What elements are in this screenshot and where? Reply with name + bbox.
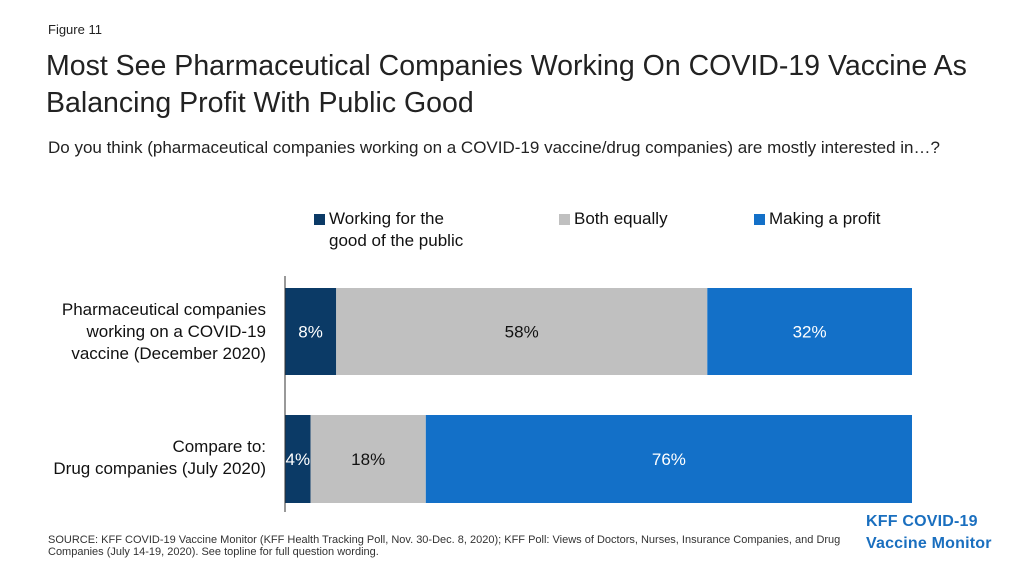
bar-profit-row-2 [425, 415, 912, 503]
data-label-public-good-row-2: 4% [286, 450, 311, 469]
data-label-profit-row-2: 76% [652, 450, 686, 469]
source-note: SOURCE: KFF COVID-19 Vaccine Monitor (KF… [48, 534, 841, 558]
kff-logo: KFF COVID-19 Vaccine Monitor [866, 511, 992, 555]
legend: Working for the good of the public Both … [0, 208, 1024, 258]
kff-logo-line1: KFF COVID-19 [866, 513, 978, 530]
legend-item-public-good: Working for the good of the public [314, 208, 463, 252]
kff-logo-line2: Vaccine Monitor [866, 535, 992, 552]
row-label-pharma-dec-2020: Pharmaceutical companies working on a CO… [61, 300, 266, 363]
legend-label-public-good: Working for the good of the public [329, 209, 464, 250]
bar-profit-row-1 [707, 288, 912, 375]
data-label-profit-row-1: 32% [793, 323, 827, 342]
legend-swatch-profit [754, 214, 765, 225]
bar-both-equally-row-1 [336, 288, 708, 375]
bar-both-equally-row-2 [310, 415, 426, 503]
legend-swatch-public-good [314, 214, 325, 225]
legend-item-profit: Making a profit [754, 208, 881, 230]
legend-label-both-equally: Both equally [574, 209, 668, 228]
chart-subtitle: Do you think (pharmaceutical companies w… [48, 138, 940, 157]
legend-swatch-both-equally [559, 214, 570, 225]
data-label-both-equally-row-1: 58% [505, 323, 539, 342]
legend-label-profit: Making a profit [769, 209, 881, 228]
bar-public-good-row-1 [285, 288, 337, 375]
figure-label: Figure 11 [48, 22, 102, 37]
bar-public-good-row-2 [285, 415, 311, 503]
data-label-public-good-row-1: 8% [298, 323, 323, 342]
data-label-both-equally-row-2: 18% [351, 450, 385, 469]
legend-item-both-equally: Both equally [559, 208, 668, 230]
row-label-drug-jul-2020: Compare to: Drug companies (July 2020) [53, 437, 266, 478]
chart-title: Most See Pharmaceutical Companies Workin… [46, 50, 967, 119]
